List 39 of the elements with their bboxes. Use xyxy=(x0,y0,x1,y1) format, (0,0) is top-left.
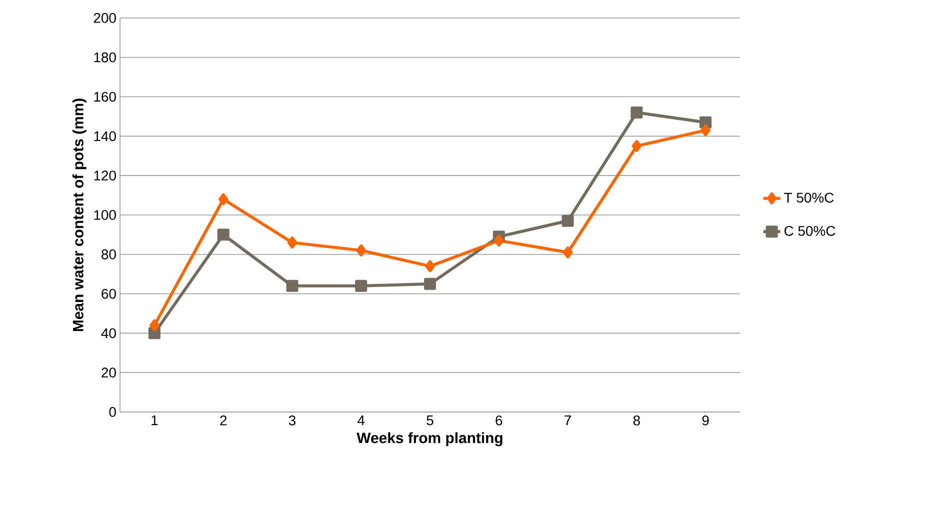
y-tick-label: 120 xyxy=(94,170,116,181)
x-tick-label: 6 xyxy=(496,415,502,426)
y-tick-label: 0 xyxy=(109,407,116,417)
point xyxy=(217,228,230,241)
x-axis-title: Weeks from planting xyxy=(356,432,502,446)
point xyxy=(424,278,436,290)
x-tick-label: 3 xyxy=(288,415,296,426)
y-tick-label: 40 xyxy=(101,328,116,338)
point xyxy=(356,244,366,256)
point xyxy=(630,106,643,119)
y-tick-label: 140 xyxy=(94,131,116,142)
x-tick-label: 1 xyxy=(152,416,158,426)
point xyxy=(700,124,710,136)
y-tick-label: 60 xyxy=(102,288,116,299)
y-tick-label: 20 xyxy=(102,368,116,378)
x-tick-label: 4 xyxy=(358,416,365,426)
x-tick-label: 7 xyxy=(564,416,571,426)
y-tick-label: 100 xyxy=(94,210,116,220)
y-tick-label: 180 xyxy=(94,52,116,62)
point xyxy=(355,280,368,292)
point xyxy=(562,214,574,227)
point xyxy=(562,246,573,258)
point xyxy=(218,193,228,206)
x-tick-label: 8 xyxy=(633,415,640,426)
point xyxy=(287,236,298,249)
legend-label: C 50%C xyxy=(784,226,836,236)
point xyxy=(494,234,504,247)
point xyxy=(286,280,298,292)
y-tick-label: 160 xyxy=(94,92,116,102)
point xyxy=(425,260,435,272)
y-tick-label: 200 xyxy=(94,13,116,23)
point xyxy=(632,140,642,152)
point xyxy=(150,319,160,332)
x-tick-label: 5 xyxy=(426,416,434,426)
y-tick-label: 80 xyxy=(102,249,116,260)
legend-label: T 50%C xyxy=(784,192,834,203)
y-axis-title: Mean water content of pots (mm) xyxy=(72,98,86,332)
x-tick-label: 2 xyxy=(220,415,227,426)
x-tick-label: 9 xyxy=(702,415,709,426)
